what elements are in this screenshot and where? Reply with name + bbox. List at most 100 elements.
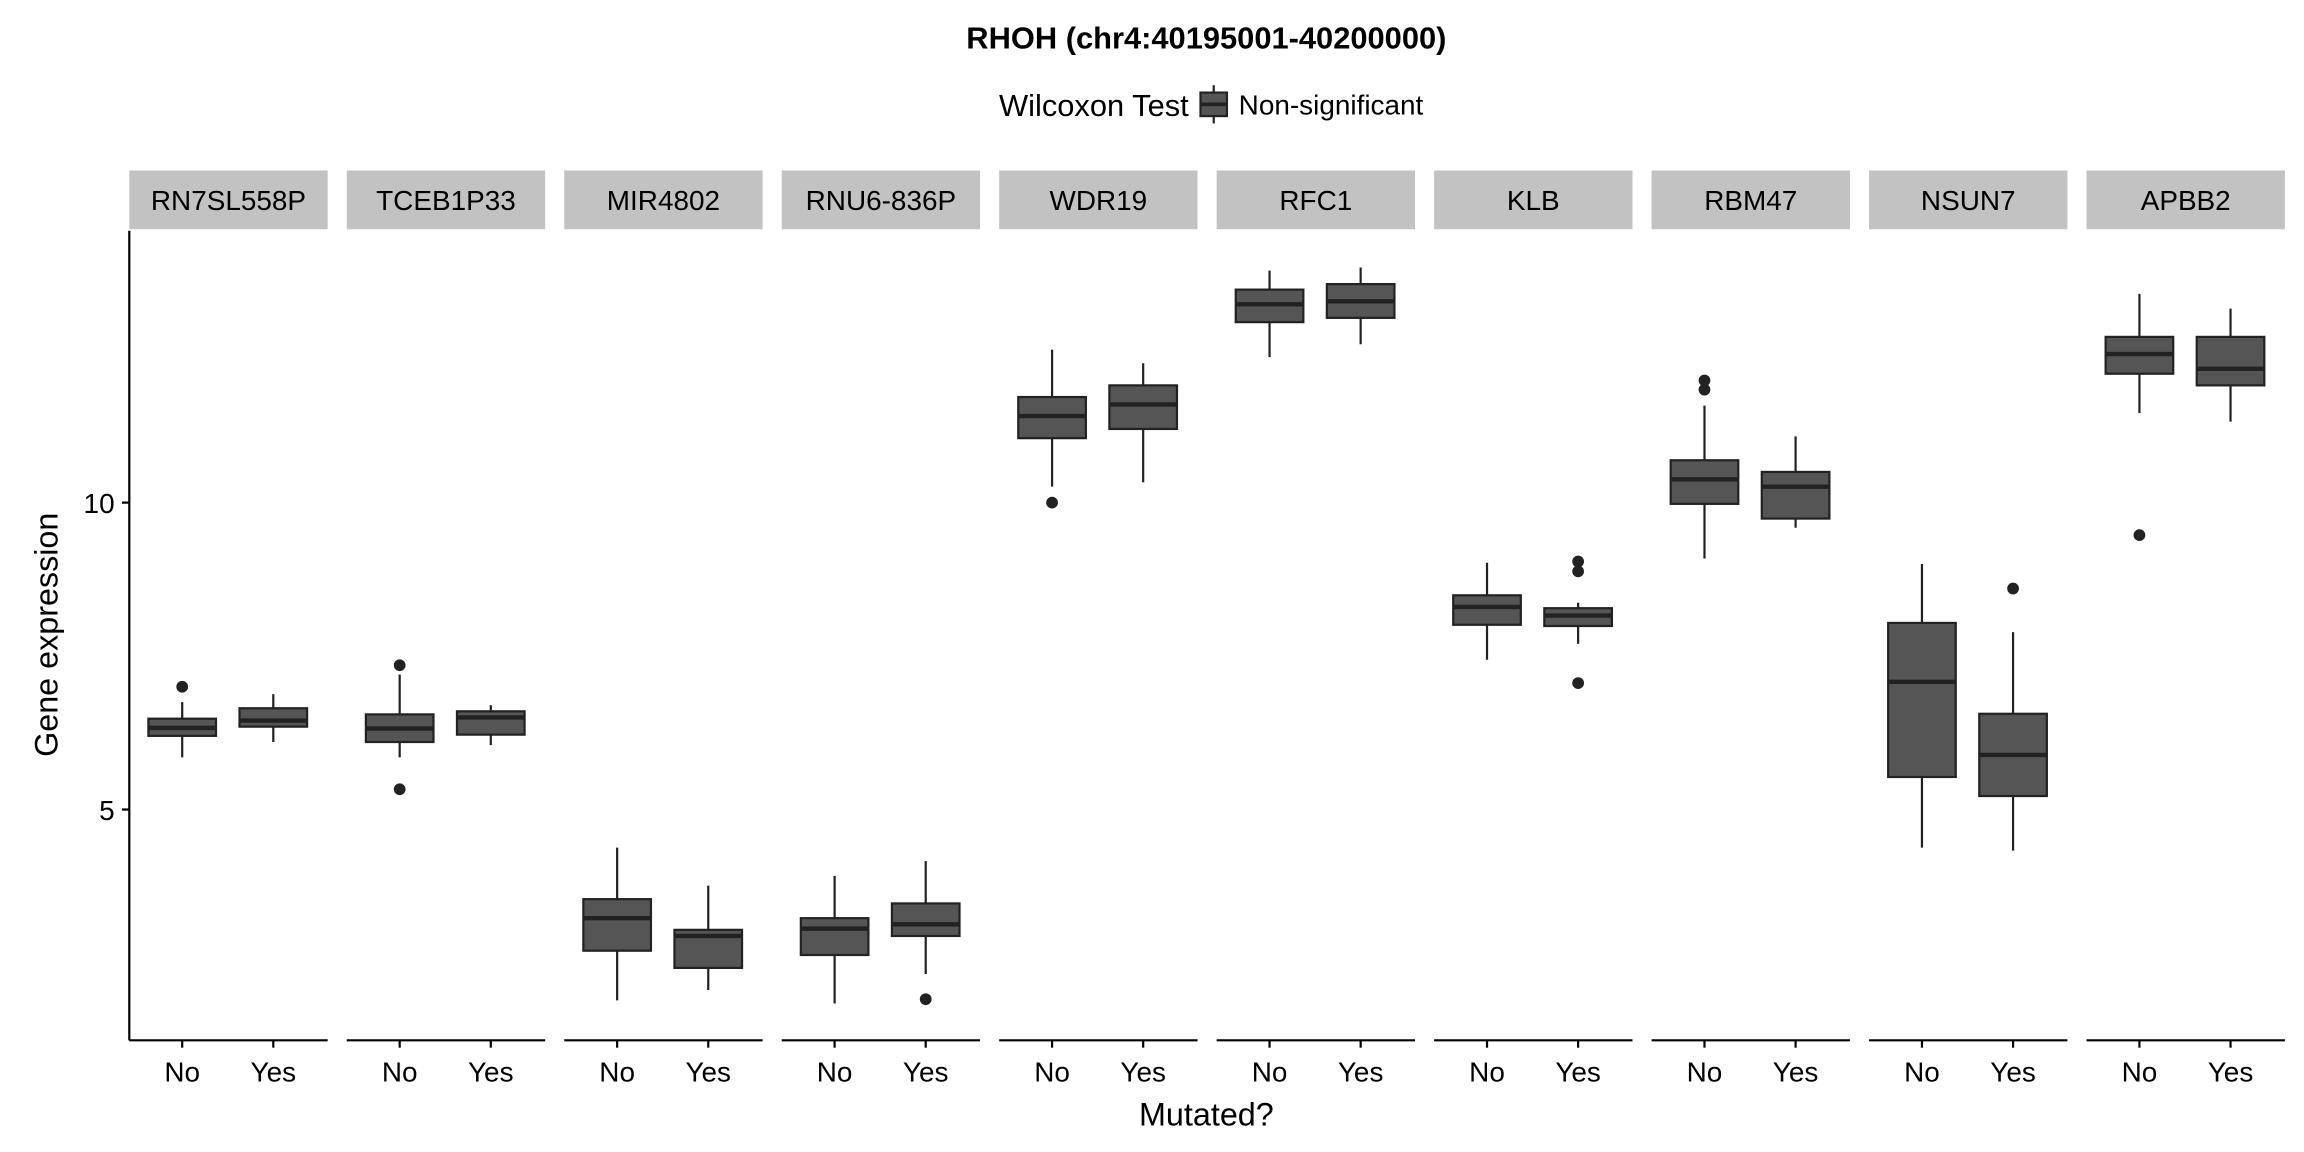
facet-strip — [346, 170, 546, 230]
facet-strip — [781, 170, 981, 230]
legend-title: Wilcoxon Test — [999, 88, 1189, 123]
x-tick-label: Yes — [1120, 1056, 1166, 1087]
box-yes — [1543, 555, 1614, 689]
x-tick-label: Yes — [1338, 1056, 1384, 1087]
box-no — [1234, 270, 1305, 358]
facet-label: WDR19 — [1050, 185, 1148, 216]
box-no — [1887, 563, 1957, 848]
y-tick-label: 5 — [99, 795, 115, 826]
x-tick-label: Yes — [685, 1056, 731, 1087]
x-tick-label: Yes — [468, 1056, 514, 1087]
x-tick-label: No — [1469, 1056, 1505, 1087]
outlier-point — [1698, 383, 1711, 396]
facet-strip — [129, 170, 328, 230]
x-tick-label: No — [1904, 1056, 1940, 1087]
box-yes — [673, 885, 744, 990]
facet-label: RBM47 — [1704, 185, 1797, 216]
facet-strip — [2086, 170, 2285, 230]
facet-label: RNU6-836P — [806, 185, 956, 216]
outlier-point — [1572, 677, 1584, 689]
facet-panel-rfc1: RFC1 No Yes — [1216, 170, 1416, 1087]
box-no — [1669, 374, 1740, 559]
facet-panel-rn7sl558p: RN7SL558P No Yes — [129, 170, 328, 1087]
outlier-point — [176, 680, 189, 693]
box-yes — [2195, 308, 2266, 422]
box-iqr — [582, 898, 653, 952]
facet-panel-apbb2: APBB2 No Yes — [2086, 170, 2285, 1087]
facet-panel-klb: KLB No Yes — [1434, 170, 1633, 1087]
box-iqr — [1452, 594, 1522, 626]
box-iqr — [1669, 459, 1740, 505]
facet-strip — [1216, 170, 1416, 230]
x-tick-label: No — [1252, 1056, 1288, 1087]
x-tick-label: No — [599, 1056, 635, 1087]
outlier-point — [2133, 529, 2146, 542]
box-no — [1452, 562, 1522, 660]
x-tick-label: No — [164, 1056, 200, 1087]
legend-entry: Non-significant — [1239, 90, 1424, 121]
y-tick-label: 10 — [84, 488, 115, 519]
facet-label: RN7SL558P — [151, 185, 306, 216]
facet-strip — [1434, 170, 1633, 230]
x-tick-label: No — [1034, 1056, 1070, 1087]
y-axis-label: Gene expression — [28, 513, 64, 757]
legend: Wilcoxon Test Non-significant — [999, 85, 1424, 124]
box-iqr — [1887, 621, 1957, 779]
facet-panel-rbm47: RBM47 No Yes — [1651, 170, 1850, 1087]
outlier-point — [1572, 565, 1584, 578]
x-tick-label: No — [817, 1056, 853, 1087]
facet-label: NSUN7 — [1921, 185, 2016, 216]
box-yes — [1978, 582, 2048, 851]
x-tick-label: Yes — [251, 1056, 297, 1087]
box-iqr — [2195, 335, 2266, 387]
facet-strip — [564, 170, 763, 230]
box-iqr — [1108, 384, 1179, 431]
x-tick-label: Yes — [2208, 1056, 2254, 1087]
facet-label: MIR4802 — [607, 185, 720, 216]
x-tick-label: No — [1687, 1056, 1723, 1087]
x-tick-label: Yes — [903, 1056, 949, 1087]
x-axis-label: Mutated? — [1139, 1097, 1274, 1133]
facet-strip — [1869, 170, 2068, 230]
x-tick-label: No — [382, 1056, 418, 1087]
box-iqr — [238, 707, 309, 728]
facet-strip — [999, 170, 1198, 230]
outlier-point — [919, 993, 932, 1006]
outlier-point — [393, 783, 406, 796]
box-yes — [1760, 436, 1831, 528]
x-tick-label: Yes — [1555, 1056, 1601, 1087]
outlier-point — [1698, 374, 1711, 387]
legend-key-icon — [1199, 85, 1229, 124]
facet-label: KLB — [1507, 185, 1560, 216]
facet-label: RFC1 — [1279, 185, 1352, 216]
outlier-point — [393, 659, 406, 672]
box-no — [1017, 349, 1087, 509]
x-tick-label: Yes — [1773, 1056, 1819, 1087]
outlier-point — [2007, 582, 2019, 595]
box-no — [364, 659, 435, 796]
box-yes — [1108, 363, 1179, 483]
box-iqr — [890, 902, 961, 938]
box-iqr — [799, 917, 870, 957]
facet-panel-tceb1p33: TCEB1P33 No Yes — [346, 170, 546, 1087]
box-yes — [455, 705, 526, 746]
x-tick-label: Yes — [1990, 1056, 2036, 1087]
facet-label: APBB2 — [2141, 185, 2231, 216]
box-yes — [1325, 267, 1396, 345]
facet-panel-nsun7: NSUN7 No Yes — [1869, 170, 2068, 1087]
box-no — [147, 680, 218, 758]
box-yes — [238, 694, 309, 743]
box-no — [799, 875, 870, 1004]
chart-title: RHOH (chr4:40195001-40200000) — [966, 20, 1446, 55]
facet-panel-rnu6-836p: RNU6-836P No Yes — [781, 170, 981, 1087]
box-no — [2104, 293, 2175, 542]
box-yes — [890, 861, 961, 1006]
facet-panel-mir4802: MIR4802 No Yes — [564, 170, 763, 1087]
facet-strip — [1651, 170, 1850, 230]
outlier-point — [1572, 555, 1584, 568]
box-no — [582, 847, 653, 1001]
box-iqr — [455, 710, 526, 736]
facet-label: TCEB1P33 — [376, 185, 516, 216]
x-tick-label: No — [2122, 1056, 2158, 1087]
